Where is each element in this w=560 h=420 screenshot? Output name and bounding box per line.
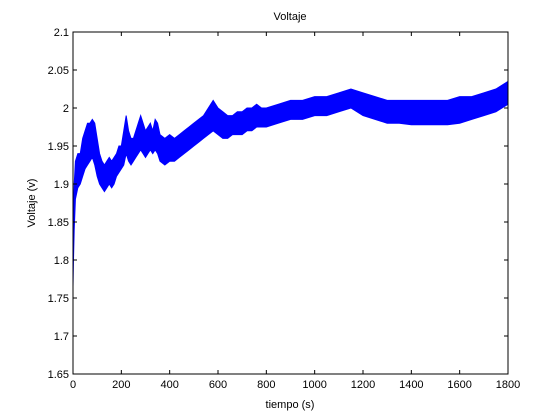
y-tick-label: 1.65 [48,369,69,381]
chart-title: Voltaje [273,11,306,23]
plot-layer [72,80,509,287]
x-tick-label: 1000 [302,379,326,391]
y-tick-label: 1.85 [48,217,69,229]
axes-box [72,31,509,375]
axes-layer: 0 200 400 600 800 1000 1200 1400 1600 1800 1.65 1.7… [48,27,521,391]
y-tick-label: 2.05 [48,65,69,77]
x-tick-label: 800 [257,379,275,391]
y-tick-label: 1.7 [54,331,69,343]
y-tick-label: 1.75 [48,293,69,305]
x-tick-label: 400 [160,379,178,391]
y-tick-label: 1.95 [48,141,69,153]
x-tick-label: 1600 [447,379,471,391]
y-tick-label: 2.1 [54,27,69,39]
y-tick-label: 2 [63,103,69,115]
y-axis-label: Voltaje (v) [26,179,38,228]
x-axis-label: tiempo (s) [266,399,315,411]
x-tick-label: 1800 [496,379,520,391]
voltage-oscillations [72,81,509,287]
x-tick-label: 0 [70,379,76,391]
x-tick-label: 600 [209,379,227,391]
y-tick-label: 1.9 [54,179,69,191]
x-tick-label: 1200 [351,379,375,391]
x-tick-label: 200 [112,379,130,391]
y-tick-label: 1.8 [54,255,69,267]
x-tick-label: 1400 [399,379,423,391]
